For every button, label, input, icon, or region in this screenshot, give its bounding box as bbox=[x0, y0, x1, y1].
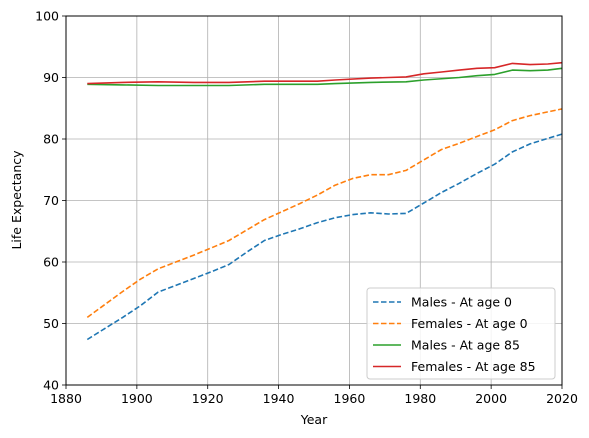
x-tick-label: 1900 bbox=[121, 391, 153, 406]
series-line-2 bbox=[87, 67, 563, 87]
y-tick-label: 50 bbox=[43, 316, 59, 331]
x-tick-label: 1940 bbox=[263, 391, 295, 406]
x-tick-label: 1880 bbox=[50, 391, 82, 406]
series-line-1 bbox=[86, 108, 563, 319]
legend-entry-label: Females - At age 85 bbox=[411, 359, 536, 374]
y-tick-label: 70 bbox=[43, 193, 59, 208]
series-line-3 bbox=[87, 61, 563, 85]
y-tick-label: 80 bbox=[43, 132, 59, 147]
legend-entry-label: Females - At age 0 bbox=[411, 316, 528, 331]
x-axis-ticks: 1880 1900 1920 1940 1960 1980 2000 2020 bbox=[50, 385, 578, 406]
series-line-0 bbox=[86, 133, 563, 341]
x-tick-label: 1920 bbox=[192, 391, 224, 406]
y-axis-ticks: 40 50 60 70 80 90 100 bbox=[35, 9, 66, 393]
x-tick-label: 1960 bbox=[334, 391, 366, 406]
y-tick-label: 100 bbox=[35, 9, 59, 24]
x-tick-label: 2000 bbox=[475, 391, 507, 406]
legend-box bbox=[366, 287, 556, 380]
x-axis-label: Year bbox=[300, 412, 328, 427]
y-tick-label: 60 bbox=[43, 255, 59, 270]
legend: Males - At age 0 Females - At age 0 Males … bbox=[366, 287, 556, 380]
x-tick-label: 2020 bbox=[546, 391, 578, 406]
x-tick-label: 1980 bbox=[404, 391, 436, 406]
series-lines bbox=[86, 61, 563, 341]
y-tick-label: 90 bbox=[43, 70, 59, 85]
y-tick-label: 40 bbox=[43, 378, 59, 393]
y-axis-label: Life Expectancy bbox=[9, 150, 24, 250]
legend-entry-label: Males - At age 0 bbox=[411, 295, 512, 310]
legend-entry-label: Males - At age 85 bbox=[411, 338, 520, 353]
